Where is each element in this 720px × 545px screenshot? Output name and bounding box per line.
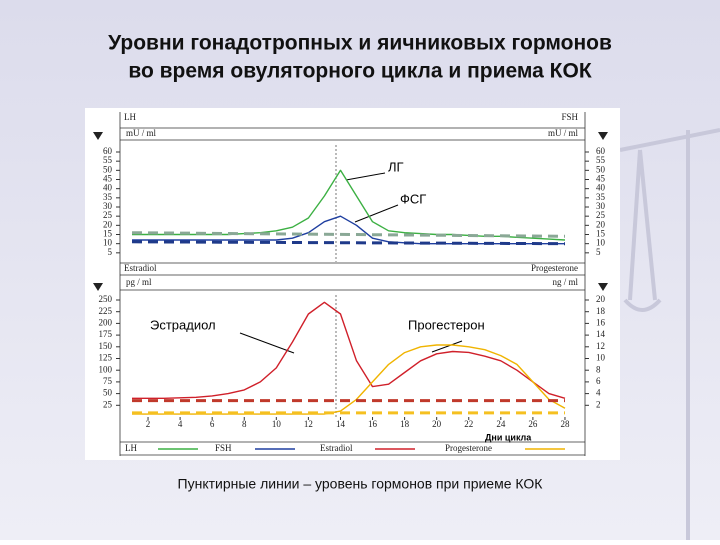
y-tick-label: 55 xyxy=(103,155,113,165)
x-tick-label: 14 xyxy=(336,419,346,429)
y-tick-label: 100 xyxy=(99,364,113,374)
y2-tick-label: 15 xyxy=(596,229,606,239)
y2-tick-label: 30 xyxy=(596,201,606,211)
y2-tick-label: 50 xyxy=(596,164,606,174)
annotation: ЛГ xyxy=(388,159,404,174)
y2-tick-label: 6 xyxy=(596,376,601,386)
slide-title: Уровни гонадотропных и яичниковых гормон… xyxy=(108,32,612,55)
x-tick-label: 10 xyxy=(272,419,282,429)
y-tick-label: 125 xyxy=(99,353,113,363)
y2-tick-label: 8 xyxy=(596,364,601,374)
y-tick-label: 25 xyxy=(103,210,113,220)
y2-tick-label: 18 xyxy=(596,306,606,316)
x-axis-label: Дни цикла xyxy=(485,432,532,442)
y-unit: mU / ml xyxy=(126,128,157,138)
dashed-line xyxy=(131,231,566,238)
y-tick-label: 40 xyxy=(103,183,113,193)
x-tick-label: 26 xyxy=(528,419,538,429)
y2-tick-label: 10 xyxy=(596,238,606,248)
y2-tick-label: 25 xyxy=(596,210,606,220)
y2-tick-label: 2 xyxy=(596,399,601,409)
x-tick-label: 24 xyxy=(496,419,506,429)
axis-arrows xyxy=(93,132,608,291)
y2-tick-label: 5 xyxy=(596,247,601,257)
y2-tick-label: 45 xyxy=(596,174,606,184)
legend-label: Progesterone xyxy=(445,443,492,453)
y-tick-label: 45 xyxy=(103,174,113,184)
y2-tick-label: 16 xyxy=(596,317,606,327)
y-tick-label: 15 xyxy=(103,229,113,239)
y-tick-label: 60 xyxy=(103,146,113,156)
y2-tick-label: 55 xyxy=(596,155,606,165)
y-tick-label: 25 xyxy=(103,399,113,409)
y2-tick-label: 40 xyxy=(596,183,606,193)
annotation: Прогестерон xyxy=(408,317,485,332)
y2-unit: ng / ml xyxy=(552,277,578,287)
y2-tick-label: 20 xyxy=(596,219,606,229)
x-tick-label: 4 xyxy=(178,419,183,429)
y2-axis-label: FSH xyxy=(561,112,578,122)
x-tick-label: 28 xyxy=(560,419,570,429)
chart-box xyxy=(85,108,620,460)
legend-label: FSH xyxy=(215,443,232,453)
y2-unit: mU / ml xyxy=(548,128,579,138)
annotation: ФСГ xyxy=(400,191,426,206)
arrow xyxy=(345,172,386,181)
y-tick-label: 35 xyxy=(103,192,113,202)
y-tick-label: 150 xyxy=(99,341,113,351)
y-tick-label: 10 xyxy=(103,238,113,248)
x-tick-label: 6 xyxy=(210,419,215,429)
arrow xyxy=(354,204,399,223)
x-tick-label: 18 xyxy=(400,419,410,429)
legend-label: LH xyxy=(125,443,137,453)
y-tick-label: 75 xyxy=(103,376,113,386)
y-tick-label: 175 xyxy=(99,329,113,339)
x-tick-label: 12 xyxy=(304,419,313,429)
caption: Пунктирные линии – уровень гормонов при … xyxy=(178,476,544,492)
y-axis-label: Estradiol xyxy=(124,263,157,273)
y-tick-label: 225 xyxy=(99,306,113,316)
x-tick-label: 8 xyxy=(242,419,247,429)
y2-tick-label: 10 xyxy=(596,353,606,363)
annotation: Эстрадиол xyxy=(150,317,216,332)
y2-tick-label: 4 xyxy=(596,388,601,398)
y2-axis-label: Progesterone xyxy=(531,263,578,273)
y-tick-label: 20 xyxy=(103,219,113,229)
y2-tick-label: 60 xyxy=(596,146,606,156)
x-tick-label: 2 xyxy=(146,419,151,429)
x-tick-label: 20 xyxy=(432,419,442,429)
dashed-line xyxy=(131,240,566,246)
y2-tick-label: 35 xyxy=(596,192,606,202)
y2-tick-label: 14 xyxy=(596,329,606,339)
y-tick-label: 5 xyxy=(108,247,113,257)
y-tick-label: 50 xyxy=(103,388,113,398)
x-tick-label: 22 xyxy=(464,419,473,429)
legend-label: Estradiol xyxy=(320,443,353,453)
y2-tick-label: 20 xyxy=(596,294,606,304)
y-tick-label: 250 xyxy=(99,294,113,304)
y-axis-label: LH xyxy=(124,112,136,122)
slide-title: во время овуляторного цикла и приема КОК xyxy=(128,60,592,83)
y-tick-label: 50 xyxy=(103,164,113,174)
y2-tick-label: 12 xyxy=(596,341,605,351)
y-tick-label: 30 xyxy=(103,201,113,211)
arrow xyxy=(239,332,295,354)
x-tick-label: 16 xyxy=(368,419,378,429)
arrow xyxy=(431,340,463,353)
frame xyxy=(119,112,586,456)
y-unit: pg / ml xyxy=(126,277,152,287)
scales-decoration xyxy=(619,128,720,540)
y-tick-label: 200 xyxy=(99,317,113,327)
line xyxy=(132,301,566,399)
